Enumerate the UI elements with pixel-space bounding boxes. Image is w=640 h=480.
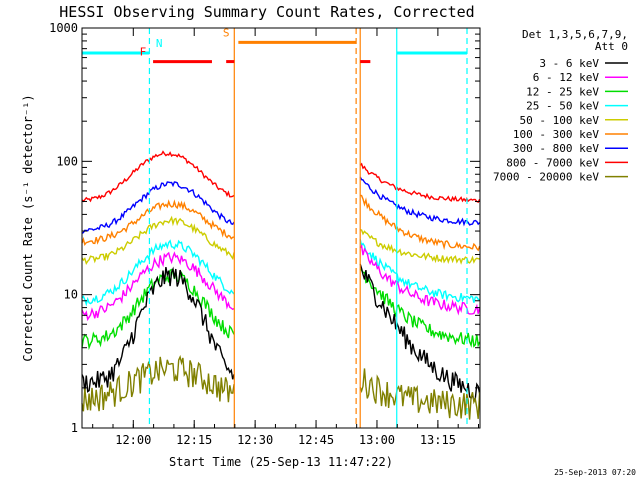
flag-s-label: S <box>223 26 230 39</box>
legend-label-9: 7000 - 20000 keV <box>493 171 599 184</box>
series-9-line <box>81 354 481 420</box>
y-tick-label-1: 1 <box>71 421 78 435</box>
y-tick-label-4: 1000 <box>49 21 78 35</box>
legend-header-1: Det 1,3,5,6,7,9, <box>522 28 628 41</box>
series-1-line <box>81 150 481 204</box>
legend-label-3: 12 - 25 keV <box>526 85 599 98</box>
y-axis-label: Corrected Count Rate (s⁻¹ detector⁻¹) <box>21 94 35 361</box>
x-tick-label-3: 12:30 <box>237 433 273 447</box>
legend-label-5: 50 - 100 keV <box>520 114 600 127</box>
plot-timestamp: 25-Sep-2013 07:20 <box>554 468 636 477</box>
x-axis-label: Start Time (25-Sep-13 11:47:22) <box>169 455 393 469</box>
legend-label-7: 300 - 800 keV <box>513 142 599 155</box>
x-tick-label-4: 12:45 <box>298 433 334 447</box>
legend-header-2: Att 0 <box>595 40 628 53</box>
legend-label-6: 100 - 300 keV <box>513 128 599 141</box>
x-tick-label-6: 13:15 <box>420 433 456 447</box>
marker-layer: N S F <box>82 26 468 428</box>
series-4-line <box>81 215 480 266</box>
x-tick-label-5: 13:00 <box>359 433 395 447</box>
chart-title: HESSI Observing Summary Count Rates, Cor… <box>59 3 474 21</box>
series-8-line <box>81 263 481 402</box>
y-tick-label-2: 10 <box>64 288 78 302</box>
flag-f-label: F <box>140 46 147 59</box>
legend-label-2: 6 - 12 keV <box>533 71 600 84</box>
legend-label-8: 800 - 7000 keV <box>506 156 599 169</box>
series-3-line <box>81 194 481 252</box>
flag-n-label: N <box>156 37 163 50</box>
x-tick-label-1: 12:00 <box>115 433 151 447</box>
series-6-line <box>81 244 481 322</box>
plot-frame <box>81 27 481 429</box>
y-tick-label-3: 100 <box>56 154 78 168</box>
series-5-line <box>81 239 480 307</box>
legend-label-4: 25 - 50 keV <box>526 100 599 113</box>
series-2-line <box>81 176 481 234</box>
series-layer <box>81 150 481 420</box>
tick-layer: 12:00 12:15 12:30 12:45 13:00 13:15 1 10 100 1000 <box>49 21 480 447</box>
legend-label-1: 3 - 6 keV <box>539 57 599 70</box>
x-tick-label-2: 12:15 <box>176 433 212 447</box>
